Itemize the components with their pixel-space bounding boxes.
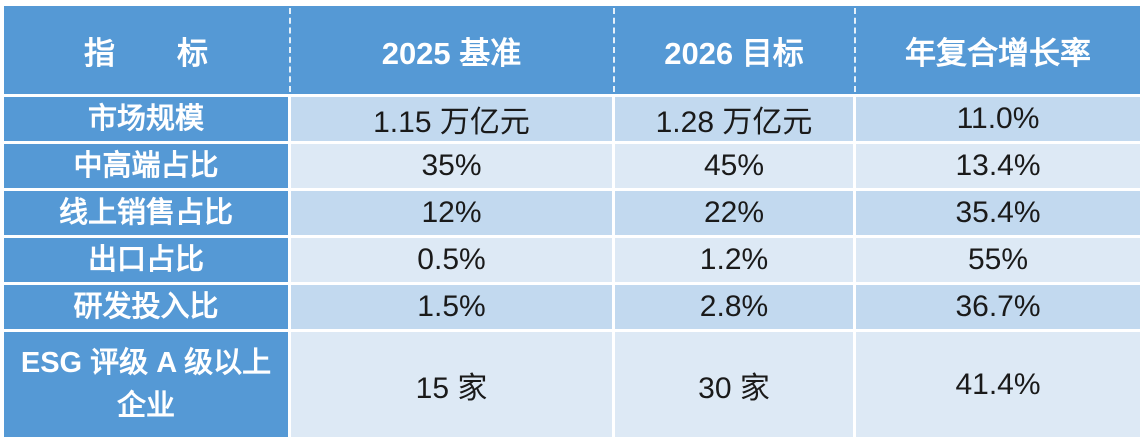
data-cell: 11.0% <box>856 97 1140 141</box>
header-cell-indicator: 指 标 <box>4 6 288 94</box>
data-cell: 30 家 <box>615 332 853 437</box>
data-cell: 41.4% <box>856 332 1140 437</box>
row-header-cell: 研发投入比 <box>4 285 288 329</box>
data-cell: 35% <box>291 144 612 188</box>
row-header-cell: 线上销售占比 <box>4 191 288 235</box>
data-cell: 22% <box>615 191 853 235</box>
row-header-cell: 中高端占比 <box>4 144 288 188</box>
table-header-row: 指 标 2025 基准 2026 目标 年复合增长率 <box>4 6 1140 94</box>
row-header-cell: 出口占比 <box>4 238 288 282</box>
data-cell: 45% <box>615 144 853 188</box>
data-cell: 1.2% <box>615 238 853 282</box>
table-row-export-share: 出口占比 0.5% 1.2% 55% <box>4 238 1140 282</box>
data-cell: 1.15 万亿元 <box>291 97 612 141</box>
data-cell: 55% <box>856 238 1140 282</box>
data-cell: 1.5% <box>291 285 612 329</box>
table-row-market-size: 市场规模 1.15 万亿元 1.28 万亿元 11.0% <box>4 97 1140 141</box>
table-row-esg-a-rated-companies: ESG 评级 A 级以上企业 15 家 30 家 41.4% <box>4 332 1140 437</box>
data-cell: 0.5% <box>291 238 612 282</box>
table-row-online-sales-share: 线上销售占比 12% 22% 35.4% <box>4 191 1140 235</box>
data-cell: 36.7% <box>856 285 1140 329</box>
row-header-cell: 市场规模 <box>4 97 288 141</box>
header-cell-2025-baseline: 2025 基准 <box>288 6 612 94</box>
table-row-rd-investment-ratio: 研发投入比 1.5% 2.8% 36.7% <box>4 285 1140 329</box>
data-cell: 15 家 <box>291 332 612 437</box>
header-cell-2026-target: 2026 目标 <box>612 6 853 94</box>
data-cell: 1.28 万亿元 <box>615 97 853 141</box>
data-cell: 2.8% <box>615 285 853 329</box>
data-cell: 12% <box>291 191 612 235</box>
data-cell: 35.4% <box>856 191 1140 235</box>
header-cell-cagr: 年复合增长率 <box>853 6 1140 94</box>
table-row-midhigh-share: 中高端占比 35% 45% 13.4% <box>4 144 1140 188</box>
row-header-cell: ESG 评级 A 级以上企业 <box>4 332 288 437</box>
data-cell: 13.4% <box>856 144 1140 188</box>
